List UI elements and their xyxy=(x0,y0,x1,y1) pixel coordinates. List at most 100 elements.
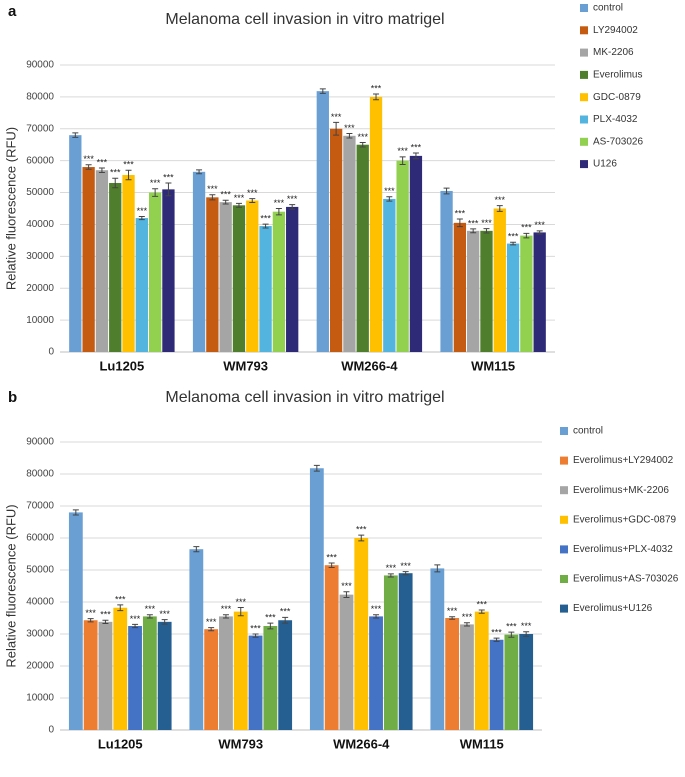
error-bar xyxy=(508,631,515,638)
significance-label: *** xyxy=(163,172,174,182)
significance-label: *** xyxy=(400,561,411,571)
significance-label: *** xyxy=(130,614,141,624)
significance-label: *** xyxy=(455,208,466,218)
x-tick-label: WM115 xyxy=(460,736,504,751)
significance-label: *** xyxy=(234,193,245,203)
bar xyxy=(142,616,157,730)
bar xyxy=(354,538,369,730)
significance-label: *** xyxy=(265,612,276,622)
error-bar xyxy=(72,132,79,138)
error-bar xyxy=(399,156,406,165)
bar xyxy=(204,629,219,730)
significance-label: *** xyxy=(521,223,532,233)
significance-label: *** xyxy=(207,184,218,194)
error-bar xyxy=(275,208,282,216)
bar xyxy=(398,573,413,730)
y-tick-label: 70000 xyxy=(26,123,54,134)
error-bar xyxy=(523,232,530,239)
legend-label: Everolimus+U126 xyxy=(573,603,653,614)
error-bar xyxy=(125,169,132,181)
error-bar xyxy=(146,614,153,619)
chart-title: Melanoma cell invasion in vitro matrigel xyxy=(165,11,444,28)
error-bar xyxy=(510,241,517,246)
error-bar xyxy=(235,202,242,208)
error-bar xyxy=(343,591,350,599)
significance-label: *** xyxy=(235,597,246,607)
error-bar xyxy=(282,616,289,624)
bar xyxy=(453,222,467,352)
error-bar xyxy=(289,204,296,210)
legend-swatch xyxy=(560,545,568,554)
bar xyxy=(369,616,383,730)
significance-label: *** xyxy=(85,608,96,618)
legend-swatch xyxy=(560,604,568,613)
bar xyxy=(356,144,369,352)
significance-label: *** xyxy=(247,188,258,198)
legend-label: Everolimus+AS-703026 xyxy=(573,574,679,585)
legend-swatch xyxy=(580,160,588,169)
significance-label: *** xyxy=(100,610,111,620)
y-axis-label: Relative fluorescence (RFU) xyxy=(3,504,18,667)
error-bar xyxy=(98,167,105,173)
error-bar xyxy=(443,187,450,195)
bar xyxy=(409,155,423,352)
error-bar xyxy=(165,182,172,197)
legend-label: Everolimus+GDC-0879 xyxy=(573,514,677,525)
bar xyxy=(383,198,396,352)
bar xyxy=(148,192,162,352)
bar xyxy=(109,182,122,352)
significance-label: *** xyxy=(371,604,382,614)
error-bar xyxy=(102,619,109,624)
bar xyxy=(343,135,356,352)
bar xyxy=(286,206,299,352)
significance-label: *** xyxy=(150,178,161,188)
bar xyxy=(480,230,493,352)
significance-label: *** xyxy=(357,132,368,142)
bar xyxy=(369,96,383,352)
y-tick-label: 20000 xyxy=(26,283,54,294)
error-bar xyxy=(373,93,380,101)
y-tick-label: 50000 xyxy=(26,187,54,198)
error-bar xyxy=(237,606,244,617)
legend-label: control xyxy=(573,426,603,437)
bar xyxy=(232,205,246,352)
error-bar xyxy=(196,169,203,175)
error-bar xyxy=(222,614,229,619)
error-bar xyxy=(493,637,500,642)
y-tick-label: 80000 xyxy=(26,469,54,480)
bar xyxy=(383,575,398,730)
error-bar xyxy=(85,164,92,170)
y-tick-label: 50000 xyxy=(26,565,54,576)
y-tick-label: 70000 xyxy=(26,501,54,512)
bar xyxy=(440,190,453,352)
bar xyxy=(135,218,148,352)
legend-swatch xyxy=(580,4,588,12)
legend-swatch xyxy=(580,137,588,146)
significance-label: *** xyxy=(137,206,148,216)
significance-label: *** xyxy=(260,214,271,224)
legend-label: MK-2206 xyxy=(593,47,634,58)
significance-label: *** xyxy=(495,195,506,205)
bar xyxy=(324,565,339,730)
bar xyxy=(309,468,324,730)
bar xyxy=(460,624,474,730)
significance-label: *** xyxy=(476,599,487,609)
legend-label: GDC-0879 xyxy=(593,92,641,103)
significance-label: *** xyxy=(123,160,134,170)
error-bar xyxy=(483,228,490,234)
error-bar xyxy=(346,133,353,139)
bar xyxy=(162,189,175,352)
bar xyxy=(329,128,343,352)
significance-label: *** xyxy=(447,606,458,616)
y-tick-label: 30000 xyxy=(26,629,54,640)
error-bar xyxy=(402,571,409,576)
x-tick-label: WM793 xyxy=(223,358,268,373)
bar xyxy=(493,208,506,352)
significance-label: *** xyxy=(411,142,422,152)
y-tick-label: 90000 xyxy=(26,437,54,448)
bar xyxy=(95,170,109,352)
x-tick-label: WM266-4 xyxy=(333,736,390,751)
bar xyxy=(83,620,98,730)
bar xyxy=(157,621,172,730)
bar xyxy=(219,616,233,730)
